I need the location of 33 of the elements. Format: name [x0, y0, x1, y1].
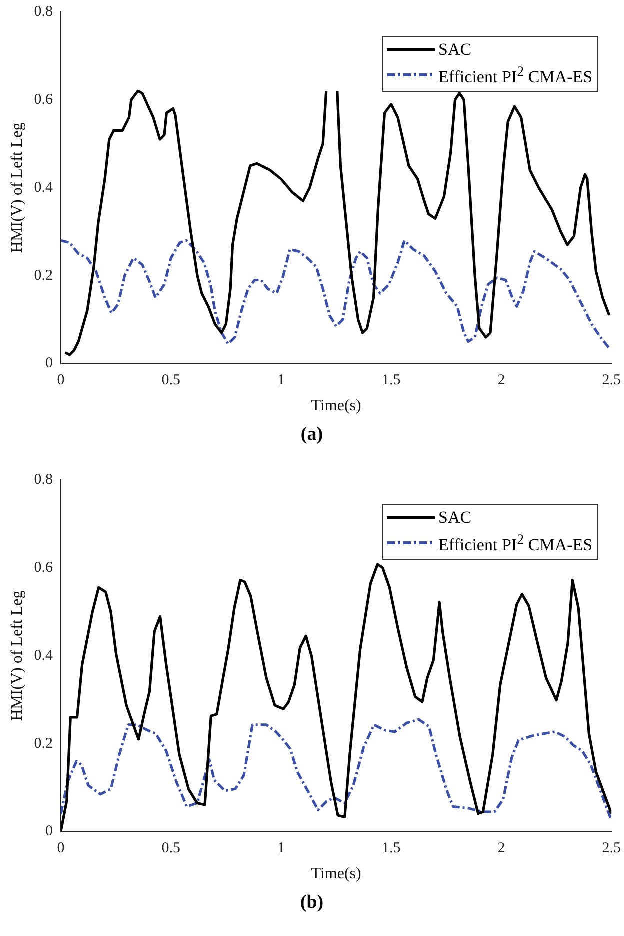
x-tick-label: 1	[277, 840, 285, 857]
y-tick-label: 0.2	[34, 736, 53, 752]
x-tick-label: 1	[277, 372, 285, 389]
x-tick-label: 0.5	[162, 372, 180, 389]
y-tick-label: 0.6	[34, 92, 54, 108]
legend-label: Efficient PI$^{2}$ CMA-ES	[438, 531, 593, 557]
x-tick-label: 2	[498, 840, 506, 857]
y-tick-label: 0.8	[34, 472, 53, 488]
y-tick-label: 0.4	[34, 180, 54, 196]
x-tick-label: 2.5	[602, 840, 621, 857]
legend-label: SAC	[438, 507, 472, 529]
y-tick-label: 0	[45, 356, 53, 372]
text: (b)	[299, 892, 325, 914]
legend-label: Efficient PI$^{2}$ CMA-ES	[438, 63, 593, 89]
x-tick-label: 1.5	[382, 840, 401, 857]
text: (a)	[300, 424, 324, 446]
y-axis-title: HMI(V) of Left Leg	[8, 122, 26, 253]
x-tick-label: 2.5	[602, 372, 621, 389]
y-axis-title: HMI(V) of Left Leg	[8, 590, 26, 721]
y-tick-label: 0.2	[34, 268, 53, 284]
y-tick-label: 0.4	[34, 648, 54, 664]
x-tick-label: 0	[57, 372, 65, 389]
x-axis-title: Time(s)	[311, 866, 362, 883]
x-axis-title: Time(s)	[311, 398, 362, 415]
x-tick-label: 2	[498, 372, 506, 389]
y-tick-label: 0.6	[34, 560, 54, 576]
x-tick-label: 1.5	[382, 372, 401, 389]
x-tick-label: 0	[57, 840, 65, 857]
line-series	[60, 239, 611, 350]
y-tick-label: 0.8	[34, 4, 53, 20]
y-tick-label: 0	[45, 824, 53, 840]
legend-label: SAC	[438, 39, 472, 61]
x-tick-label: 0.5	[162, 840, 180, 857]
